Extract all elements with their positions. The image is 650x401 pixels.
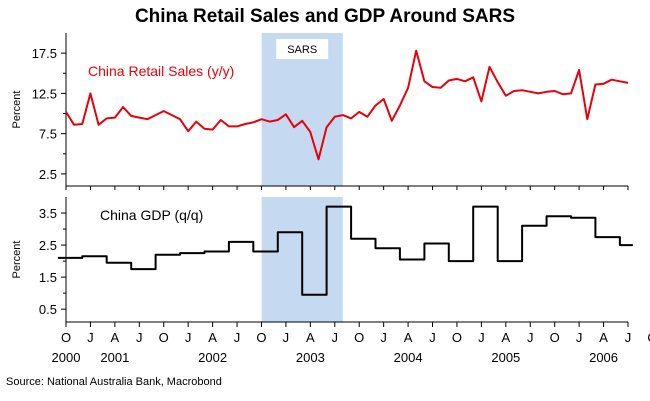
- y-axis-label-retail: Percent: [11, 91, 23, 129]
- x-month-label: J: [234, 330, 241, 345]
- series-line-gdp: [57, 205, 633, 296]
- x-year-label: 2005: [491, 350, 520, 365]
- x-month-label: O: [354, 330, 364, 345]
- series-label-gdp: China GDP (q/q): [100, 207, 203, 223]
- y-tick-label-retail: 2.5: [39, 167, 57, 182]
- x-year-label: 2006: [589, 350, 618, 365]
- x-month-label: J: [136, 330, 143, 345]
- x-month-label: J: [576, 330, 583, 345]
- x-month-label: J: [380, 330, 387, 345]
- x-month-label: A: [111, 330, 120, 345]
- sars-label-box: [276, 39, 329, 59]
- x-month-label: J: [429, 330, 436, 345]
- x-year-label: 2000: [52, 350, 81, 365]
- x-year-label: 2004: [394, 350, 423, 365]
- y-tick-label-gdp: 3.5: [39, 206, 57, 221]
- x-month-label: J: [185, 330, 192, 345]
- x-month-label: O: [452, 330, 462, 345]
- y-tick-label-gdp: 2.5: [39, 238, 57, 253]
- x-month-label: A: [599, 330, 608, 345]
- series-line-retail: [65, 49, 629, 161]
- y-tick-label-retail: 17.5: [32, 46, 57, 61]
- x-month-label: A: [306, 330, 315, 345]
- y-axis-label-gdp: Percent: [11, 241, 23, 279]
- source-note: Source: National Australia Bank, Macrobo…: [6, 376, 222, 388]
- y-tick-label-retail: 12.5: [32, 86, 57, 101]
- x-month-label: A: [208, 330, 217, 345]
- x-month-label: O: [61, 330, 71, 345]
- x-month-label: O: [159, 330, 169, 345]
- series-label-retail: China Retail Sales (y/y): [88, 63, 234, 79]
- x-month-label: J: [527, 330, 534, 345]
- x-month-label: J: [625, 330, 632, 345]
- x-month-label: O: [256, 330, 266, 345]
- x-month-label: O: [550, 330, 560, 345]
- x-year-label: 2002: [198, 350, 227, 365]
- x-year-label: 2003: [296, 350, 325, 365]
- y-tick-label-gdp: 0.5: [39, 302, 57, 317]
- x-month-label: J: [283, 330, 290, 345]
- x-month-label: J: [332, 330, 339, 345]
- sars-label: SARS: [287, 44, 317, 56]
- x-month-label: A: [404, 330, 413, 345]
- x-month-label: J: [87, 330, 94, 345]
- x-month-label: J: [478, 330, 485, 345]
- x-year-label: 2001: [100, 350, 129, 365]
- y-tick-label-retail: 7.5: [39, 127, 57, 142]
- chart-title: China Retail Sales and GDP Around SARS: [134, 6, 516, 27]
- x-month-label: A: [501, 330, 510, 345]
- x-month-label: O: [647, 330, 650, 345]
- y-tick-label-gdp: 1.5: [39, 270, 57, 285]
